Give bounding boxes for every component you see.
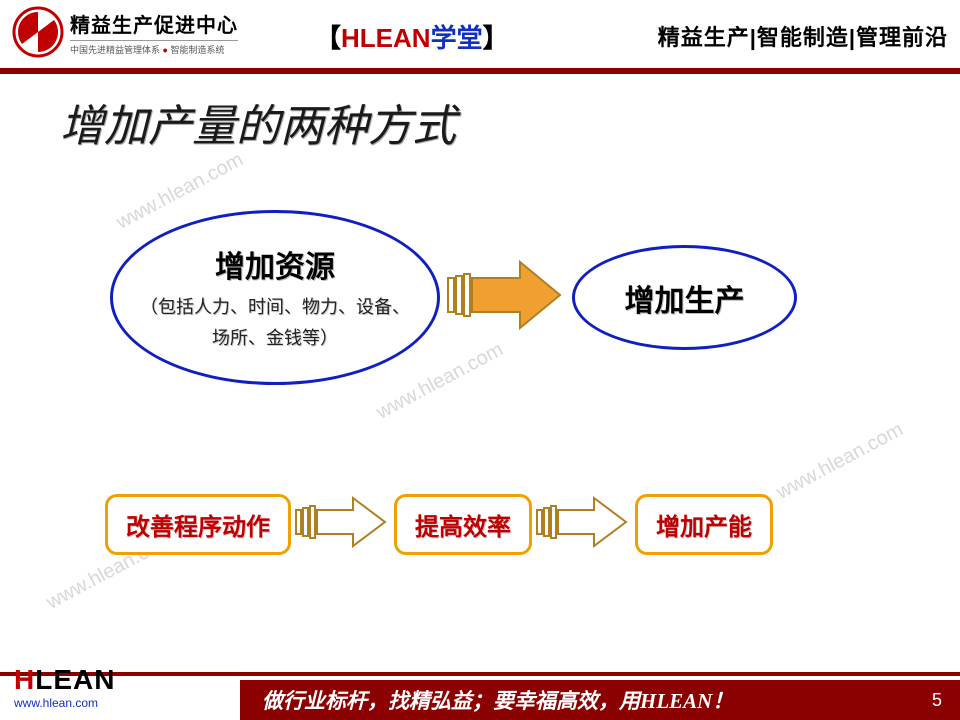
footer-bar: HLEAN www.hlean.com 做行业标杆，找精弘益；要幸福高效，用HL… <box>0 676 960 720</box>
ellipse-title: 增加资源 <box>215 242 335 286</box>
logo-title: 精益生产促进中心 <box>70 9 238 38</box>
flow-row-1: 增加资源 （包括人力、时间、物力、设备、场所、金钱等） 增加生产 <box>110 210 797 385</box>
arrow-icon <box>293 490 388 559</box>
pill-increase-capacity: 增加产能 <box>635 494 773 555</box>
flow-row-2: 改善程序动作 提高效率 增加产能 <box>105 490 773 559</box>
ellipse-subtitle: （包括人力、时间、物力、设备、场所、金钱等） <box>133 292 417 353</box>
arrow-icon <box>534 490 629 559</box>
arrow-icon <box>444 250 564 345</box>
header-rule <box>0 68 960 74</box>
header-right: 精益生产|智能制造|管理前沿 <box>658 20 948 52</box>
ellipse-add-production: 增加生产 <box>572 245 797 350</box>
slide-title: 增加产量的两种方式 <box>60 90 456 154</box>
logo-icon <box>12 6 64 58</box>
pill-improve-process: 改善程序动作 <box>105 494 291 555</box>
footer-slogan: 做行业标杆，找精弘益；要幸福高效，用HLEAN！ <box>262 685 733 715</box>
footer-url: www.hlean.com <box>14 696 115 710</box>
watermark: www.hlean.com <box>773 418 907 504</box>
page-number: 5 <box>932 690 942 711</box>
footer-logo: HLEAN www.hlean.com <box>14 664 115 710</box>
footer: HLEAN www.hlean.com 做行业标杆，找精弘益；要幸福高效，用HL… <box>0 672 960 720</box>
header-center: 【HLEAN学堂】 <box>315 18 509 55</box>
logo-text: 精益生产促进中心 中国先进精益管理体系 ● 智能制造系统 <box>70 9 238 56</box>
pill-improve-efficiency: 提高效率 <box>394 494 532 555</box>
logo-subtitle: 中国先进精益管理体系 ● 智能制造系统 <box>70 40 238 56</box>
logo-area: 精益生产促进中心 中国先进精益管理体系 ● 智能制造系统 <box>12 6 238 58</box>
ellipse-add-resource: 增加资源 （包括人力、时间、物力、设备、场所、金钱等） <box>110 210 440 385</box>
ellipse-title: 增加生产 <box>625 276 745 320</box>
header: 精益生产促进中心 中国先进精益管理体系 ● 智能制造系统 【HLEAN学堂】 精… <box>0 0 960 68</box>
footer-strip: 做行业标杆，找精弘益；要幸福高效，用HLEAN！ 5 <box>240 680 960 720</box>
footer-brand: HLEAN <box>14 664 115 696</box>
